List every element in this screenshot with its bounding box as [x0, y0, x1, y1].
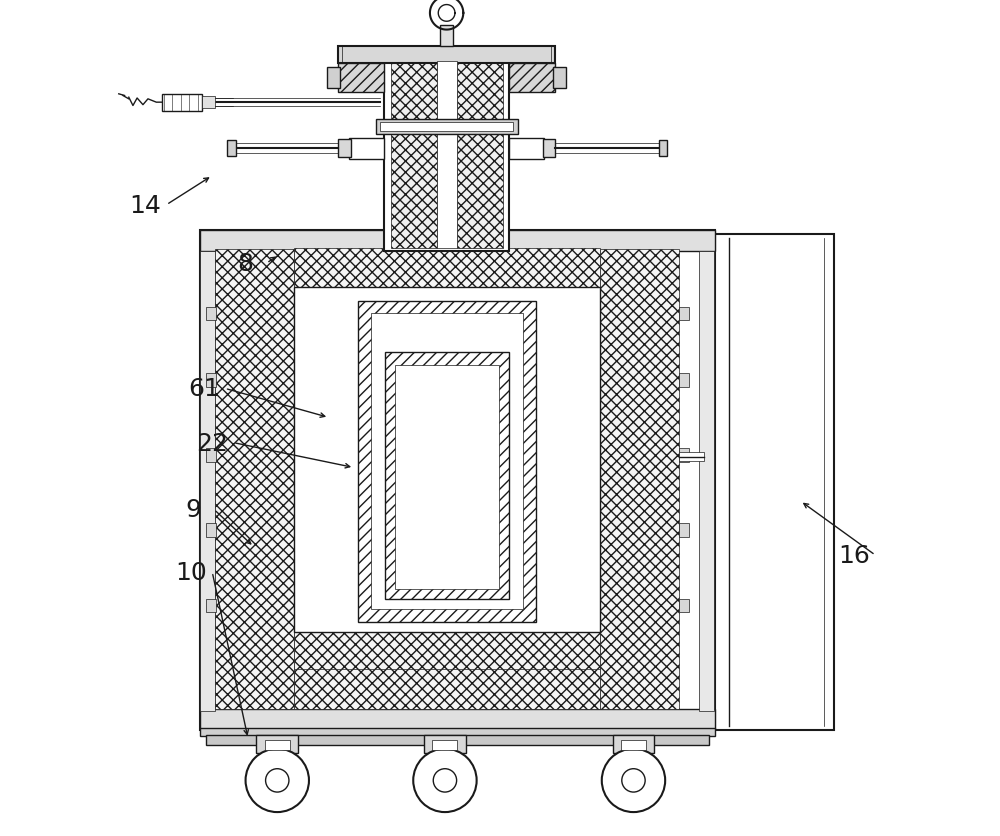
- Bar: [440, 27, 453, 47]
- Bar: [679, 599, 689, 612]
- Bar: [200, 231, 715, 252]
- Bar: [679, 374, 689, 387]
- Bar: [391, 62, 437, 249]
- Bar: [200, 231, 715, 731]
- Text: 16: 16: [839, 543, 870, 568]
- Bar: [200, 728, 715, 737]
- Bar: [206, 524, 216, 538]
- Circle shape: [266, 769, 289, 793]
- Circle shape: [413, 749, 477, 812]
- Bar: [294, 632, 600, 670]
- Text: 8: 8: [238, 252, 254, 276]
- Circle shape: [602, 749, 665, 812]
- Bar: [509, 139, 544, 160]
- Bar: [613, 735, 654, 753]
- Bar: [457, 62, 503, 249]
- Text: 9: 9: [185, 497, 201, 522]
- Bar: [294, 666, 600, 710]
- Bar: [699, 252, 714, 711]
- Bar: [385, 353, 509, 599]
- Bar: [162, 94, 202, 111]
- Bar: [200, 252, 215, 711]
- Bar: [294, 249, 600, 289]
- Bar: [376, 120, 518, 135]
- Circle shape: [622, 769, 645, 793]
- Bar: [206, 735, 709, 746]
- Bar: [206, 307, 216, 320]
- Bar: [713, 235, 834, 731]
- Bar: [437, 62, 457, 249]
- Bar: [338, 64, 384, 93]
- Text: 10: 10: [175, 560, 207, 584]
- Bar: [679, 452, 704, 461]
- Bar: [206, 374, 216, 387]
- Bar: [380, 123, 513, 131]
- Bar: [206, 599, 216, 612]
- Bar: [621, 740, 646, 750]
- Bar: [215, 250, 294, 710]
- Bar: [679, 449, 689, 462]
- Bar: [200, 710, 715, 731]
- Circle shape: [246, 749, 309, 812]
- Bar: [600, 250, 679, 710]
- Bar: [371, 314, 523, 609]
- Bar: [256, 735, 298, 753]
- Bar: [384, 59, 509, 252]
- Bar: [358, 301, 536, 622]
- Bar: [424, 735, 466, 753]
- Bar: [349, 139, 384, 160]
- Bar: [679, 524, 689, 538]
- Text: 22: 22: [196, 431, 228, 455]
- Bar: [294, 288, 600, 632]
- Bar: [338, 140, 351, 158]
- Bar: [432, 740, 457, 750]
- Circle shape: [433, 769, 457, 793]
- Bar: [395, 365, 499, 589]
- Bar: [679, 307, 689, 320]
- Text: 14: 14: [130, 194, 161, 217]
- Bar: [509, 64, 555, 93]
- Bar: [553, 68, 566, 89]
- Bar: [206, 449, 216, 462]
- Bar: [202, 97, 215, 109]
- Bar: [265, 740, 290, 750]
- Bar: [227, 140, 236, 157]
- Bar: [338, 47, 555, 64]
- Bar: [327, 68, 340, 89]
- Bar: [543, 140, 555, 158]
- Bar: [659, 140, 667, 157]
- Text: 61: 61: [188, 377, 220, 400]
